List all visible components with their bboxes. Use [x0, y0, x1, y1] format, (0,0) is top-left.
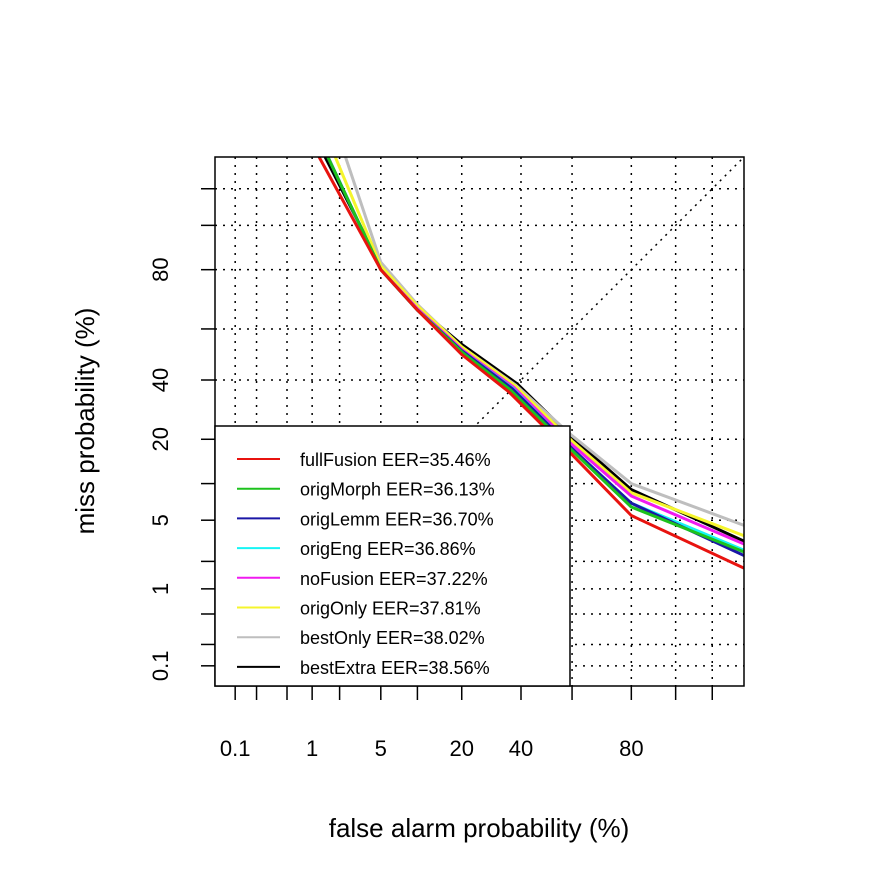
x-tick-label: 20 [449, 736, 473, 761]
legend-label: origLemm EER=36.70% [300, 509, 494, 529]
x-tick-label: 80 [619, 736, 643, 761]
y-tick-label: 40 [148, 368, 173, 392]
legend-label: bestOnly EER=38.02% [300, 628, 485, 648]
equal-error-diagonal [214, 156, 745, 687]
legend-label: origOnly EER=37.81% [300, 599, 481, 619]
x-tick-label: 40 [509, 736, 533, 761]
legend-label: fullFusion EER=35.46% [300, 450, 491, 470]
y-tick-label: 20 [148, 427, 173, 451]
legend-label: origMorph EER=36.13% [300, 480, 495, 500]
x-tick-label: 1 [306, 736, 318, 761]
x-axis: 0.1 1 5 20 40 80 [220, 686, 714, 761]
y-tick-label: 5 [148, 514, 173, 526]
y-tick-label: 80 [148, 257, 173, 281]
series-layer [317, 157, 744, 570]
legend-label: origEng EER=36.86% [300, 539, 476, 559]
legend-box [214, 425, 571, 687]
legend: fullFusion EER=35.46% origMorph EER=36.13… [214, 425, 571, 687]
series-line [317, 157, 744, 570]
series-line [333, 157, 744, 538]
legend-label: noFusion EER=37.22% [300, 569, 488, 589]
y-axis: 0.1 1 5 20 40 80 [148, 187, 215, 682]
x-axis-title: false alarm probability (%) [329, 813, 630, 843]
x-tick-label: 5 [375, 736, 387, 761]
y-axis-title: miss probability (%) [70, 308, 100, 535]
legend-label: bestExtra EER=38.56% [300, 658, 490, 678]
x-tick-label: 0.1 [220, 736, 251, 761]
y-tick-label: 0.1 [148, 651, 173, 682]
y-tick-label: 1 [148, 583, 173, 595]
